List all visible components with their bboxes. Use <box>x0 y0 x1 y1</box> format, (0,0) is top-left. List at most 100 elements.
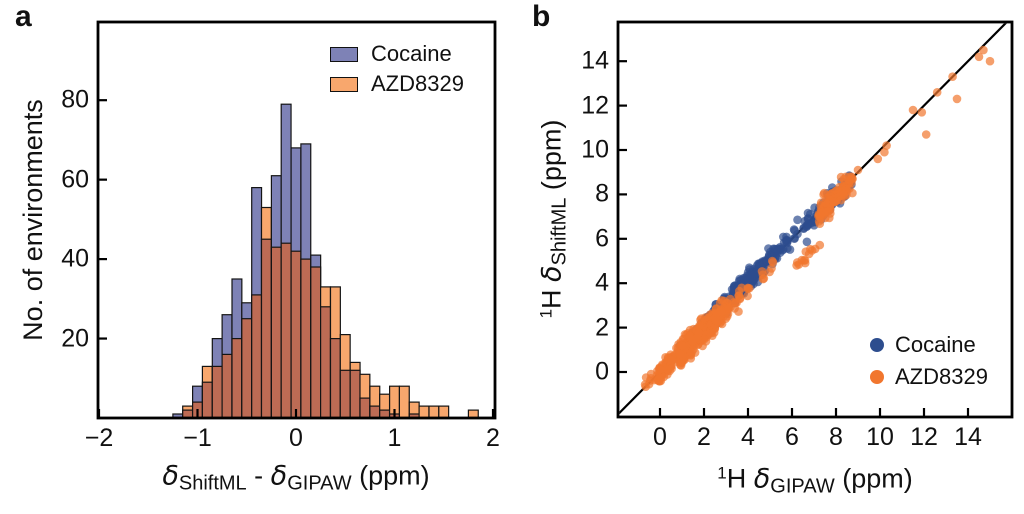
units-text: (ppm) <box>536 119 567 198</box>
scatter-point-azd8329 <box>646 369 656 379</box>
tick-label: 10 <box>581 135 609 164</box>
scatter-point-azd8329 <box>695 321 704 331</box>
scatter-point-azd8329 <box>675 349 685 359</box>
scatter-point-azd8329 <box>687 348 696 357</box>
cocaine-swatch <box>330 46 358 62</box>
scatter-point-azd8329 <box>730 304 739 313</box>
hist-legend-cocaine: Cocaine <box>330 43 452 65</box>
scatter-point-azd8329 <box>917 108 927 117</box>
hist-bar-overlap <box>211 365 223 419</box>
scatter-point-azd8329 <box>952 94 962 104</box>
scatter-point-azd8329 <box>800 258 810 268</box>
tick-label: 8 <box>595 179 609 208</box>
tick-label: 4 <box>741 423 755 451</box>
scatter-point-azd8329 <box>829 197 839 207</box>
panel-a-letter: a <box>15 0 32 33</box>
scatter-point-cocaine <box>782 237 791 247</box>
tick-label: 6 <box>595 224 609 253</box>
isotope-superscript: 1 <box>536 308 556 319</box>
hist-bar <box>438 405 450 419</box>
histogram-bars <box>172 103 479 419</box>
scatter-legend-azd8329: AZD8329 <box>870 366 988 388</box>
scatter-point-azd8329 <box>743 291 752 301</box>
scatter-point-cocaine <box>806 209 815 219</box>
shiftml-subscript: ShiftML <box>178 472 247 495</box>
gipaw-subscript: GIPAW <box>287 472 352 495</box>
azd8329-legend-label: AZD8329 <box>371 71 464 96</box>
scatter-point-azd8329 <box>792 261 801 270</box>
scatter-legend-cocaine: Cocaine <box>870 334 976 356</box>
scatter-point-azd8329 <box>735 286 744 296</box>
tick-label: 6 <box>785 423 799 451</box>
scatter-point-azd8329 <box>873 154 883 164</box>
scatter-point-azd8329 <box>979 45 988 55</box>
hist-bar-overlap <box>280 242 292 419</box>
tick-label: 0 <box>289 424 303 452</box>
scatter-point-azd8329 <box>882 141 891 150</box>
tick-label: 2 <box>595 313 609 342</box>
tick-label: −1 <box>183 424 212 452</box>
scatter-point-azd8329 <box>974 52 984 62</box>
tick-label: −2 <box>84 424 114 452</box>
scatter-point-azd8329 <box>667 364 676 373</box>
scatter-points <box>619 23 1007 415</box>
scatter-point-azd8329 <box>839 174 849 184</box>
scatter-point-azd8329 <box>948 72 957 81</box>
scatter-point-azd8329 <box>712 308 722 318</box>
hist-legend-azd8329: AZD8329 <box>330 73 464 95</box>
tick-label: 12 <box>910 423 938 451</box>
scatter-point-azd8329 <box>767 264 776 273</box>
tick-label: 1 <box>387 424 402 452</box>
scatter-point-azd8329 <box>932 88 942 97</box>
hist-bar-overlap <box>369 405 381 419</box>
hist-bar <box>428 405 440 419</box>
scatter-point-cocaine <box>785 245 795 254</box>
scatter-y-axis-title: 1H δShiftML (ppm) <box>536 119 571 319</box>
scatter-point-azd8329 <box>823 207 833 216</box>
hist-bar-overlap <box>329 338 341 419</box>
hist-bar-overlap <box>201 381 213 419</box>
scatter-point-azd8329 <box>814 209 824 219</box>
hist-bar-overlap <box>349 369 361 419</box>
scatter-point-azd8329 <box>694 328 703 338</box>
tick-label: 14 <box>954 423 982 451</box>
plot-frame-b <box>616 20 1014 419</box>
scatter-point-azd8329 <box>768 256 777 266</box>
scatter-point-azd8329 <box>819 190 828 199</box>
scatter-point-azd8329 <box>908 105 918 115</box>
hist-bar-overlap <box>270 246 282 419</box>
tick-label: 2 <box>486 424 500 452</box>
units-text: (ppm) <box>834 463 913 494</box>
tick-label: 10 <box>866 423 894 451</box>
scatter-point-azd8329 <box>815 240 825 250</box>
element-text: H <box>726 463 754 494</box>
scatter-point-azd8329 <box>656 373 666 382</box>
panel-b-letter: b <box>532 0 551 33</box>
hist-bar-overlap <box>251 294 263 419</box>
scatter-point-azd8329 <box>821 198 830 208</box>
hist-bar-overlap <box>290 250 302 419</box>
cocaine-dot <box>870 338 884 352</box>
scatter-point-azd8329 <box>655 365 664 374</box>
tick-label: 60 <box>61 165 89 194</box>
azd8329-legend-label: AZD8329 <box>895 364 988 389</box>
scatter-point-cocaine <box>744 275 753 284</box>
tick-label: 40 <box>61 244 89 273</box>
scatter-point-azd8329 <box>667 356 676 365</box>
hist-bar-overlap <box>221 353 233 419</box>
plot-frame-a <box>96 20 497 420</box>
cocaine-legend-label: Cocaine <box>895 332 976 357</box>
azd8329-dot <box>870 370 884 384</box>
scatter-point-azd8329 <box>848 188 857 198</box>
hist-bar-overlap <box>231 338 243 419</box>
tick-label: 4 <box>595 268 609 297</box>
cocaine-legend-label: Cocaine <box>371 41 452 66</box>
hist-bar-overlap <box>241 318 253 419</box>
scatter-point-azd8329 <box>921 130 931 139</box>
scatter-point-azd8329 <box>758 270 768 280</box>
shiftml-subscript: ShiftML <box>548 197 571 266</box>
tick-label: 8 <box>829 423 843 451</box>
scatter-point-azd8329 <box>677 341 687 350</box>
